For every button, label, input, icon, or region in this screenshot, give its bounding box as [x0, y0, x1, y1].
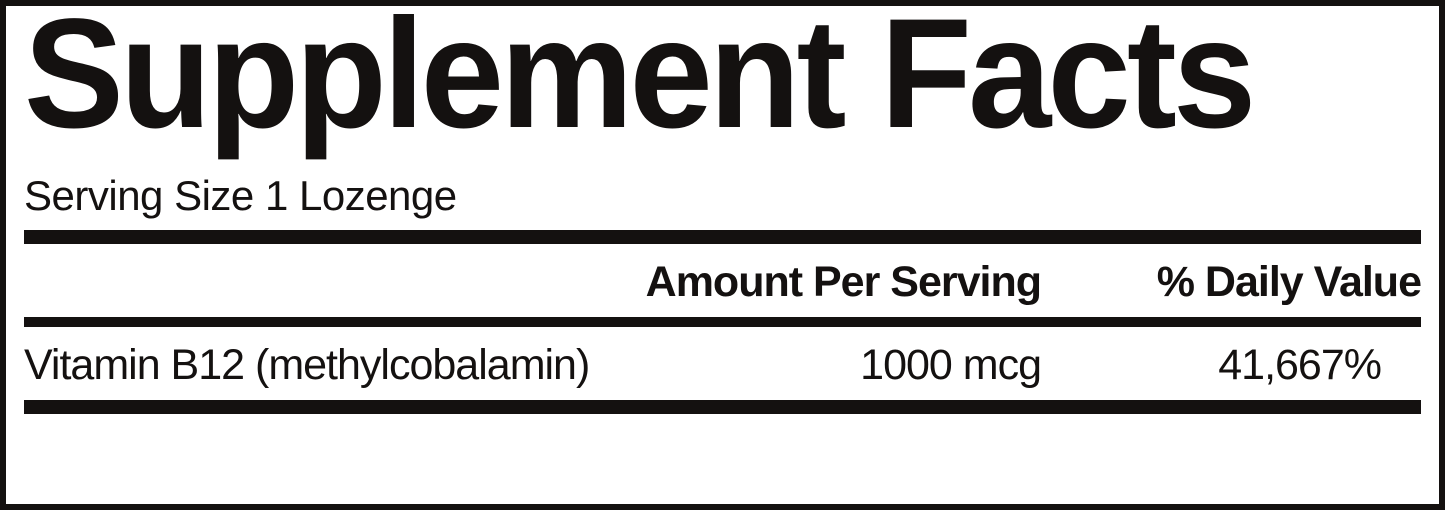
nutrient-daily-value: 41,667%: [1111, 341, 1421, 390]
divider-medium: [24, 317, 1421, 327]
header-row: Amount Per Serving % Daily Value: [24, 244, 1421, 317]
header-daily-value: % Daily Value: [1111, 258, 1421, 307]
supplement-facts-panel: Supplement Facts Serving Size 1 Lozenge …: [0, 0, 1445, 510]
nutrient-name: Vitamin B12 (methylcobalamin): [24, 341, 811, 390]
nutrient-amount: 1000 mcg: [811, 341, 1111, 390]
header-amount: Amount Per Serving: [646, 258, 1111, 307]
serving-size: Serving Size 1 Lozenge: [24, 172, 1421, 220]
panel-title: Supplement Facts: [24, 0, 1365, 152]
divider-thick: [24, 230, 1421, 244]
panel-inner: Supplement Facts Serving Size 1 Lozenge …: [0, 0, 1445, 510]
divider-thick-bottom: [24, 400, 1421, 414]
table-row: Vitamin B12 (methylcobalamin) 1000 mcg 4…: [24, 327, 1421, 400]
